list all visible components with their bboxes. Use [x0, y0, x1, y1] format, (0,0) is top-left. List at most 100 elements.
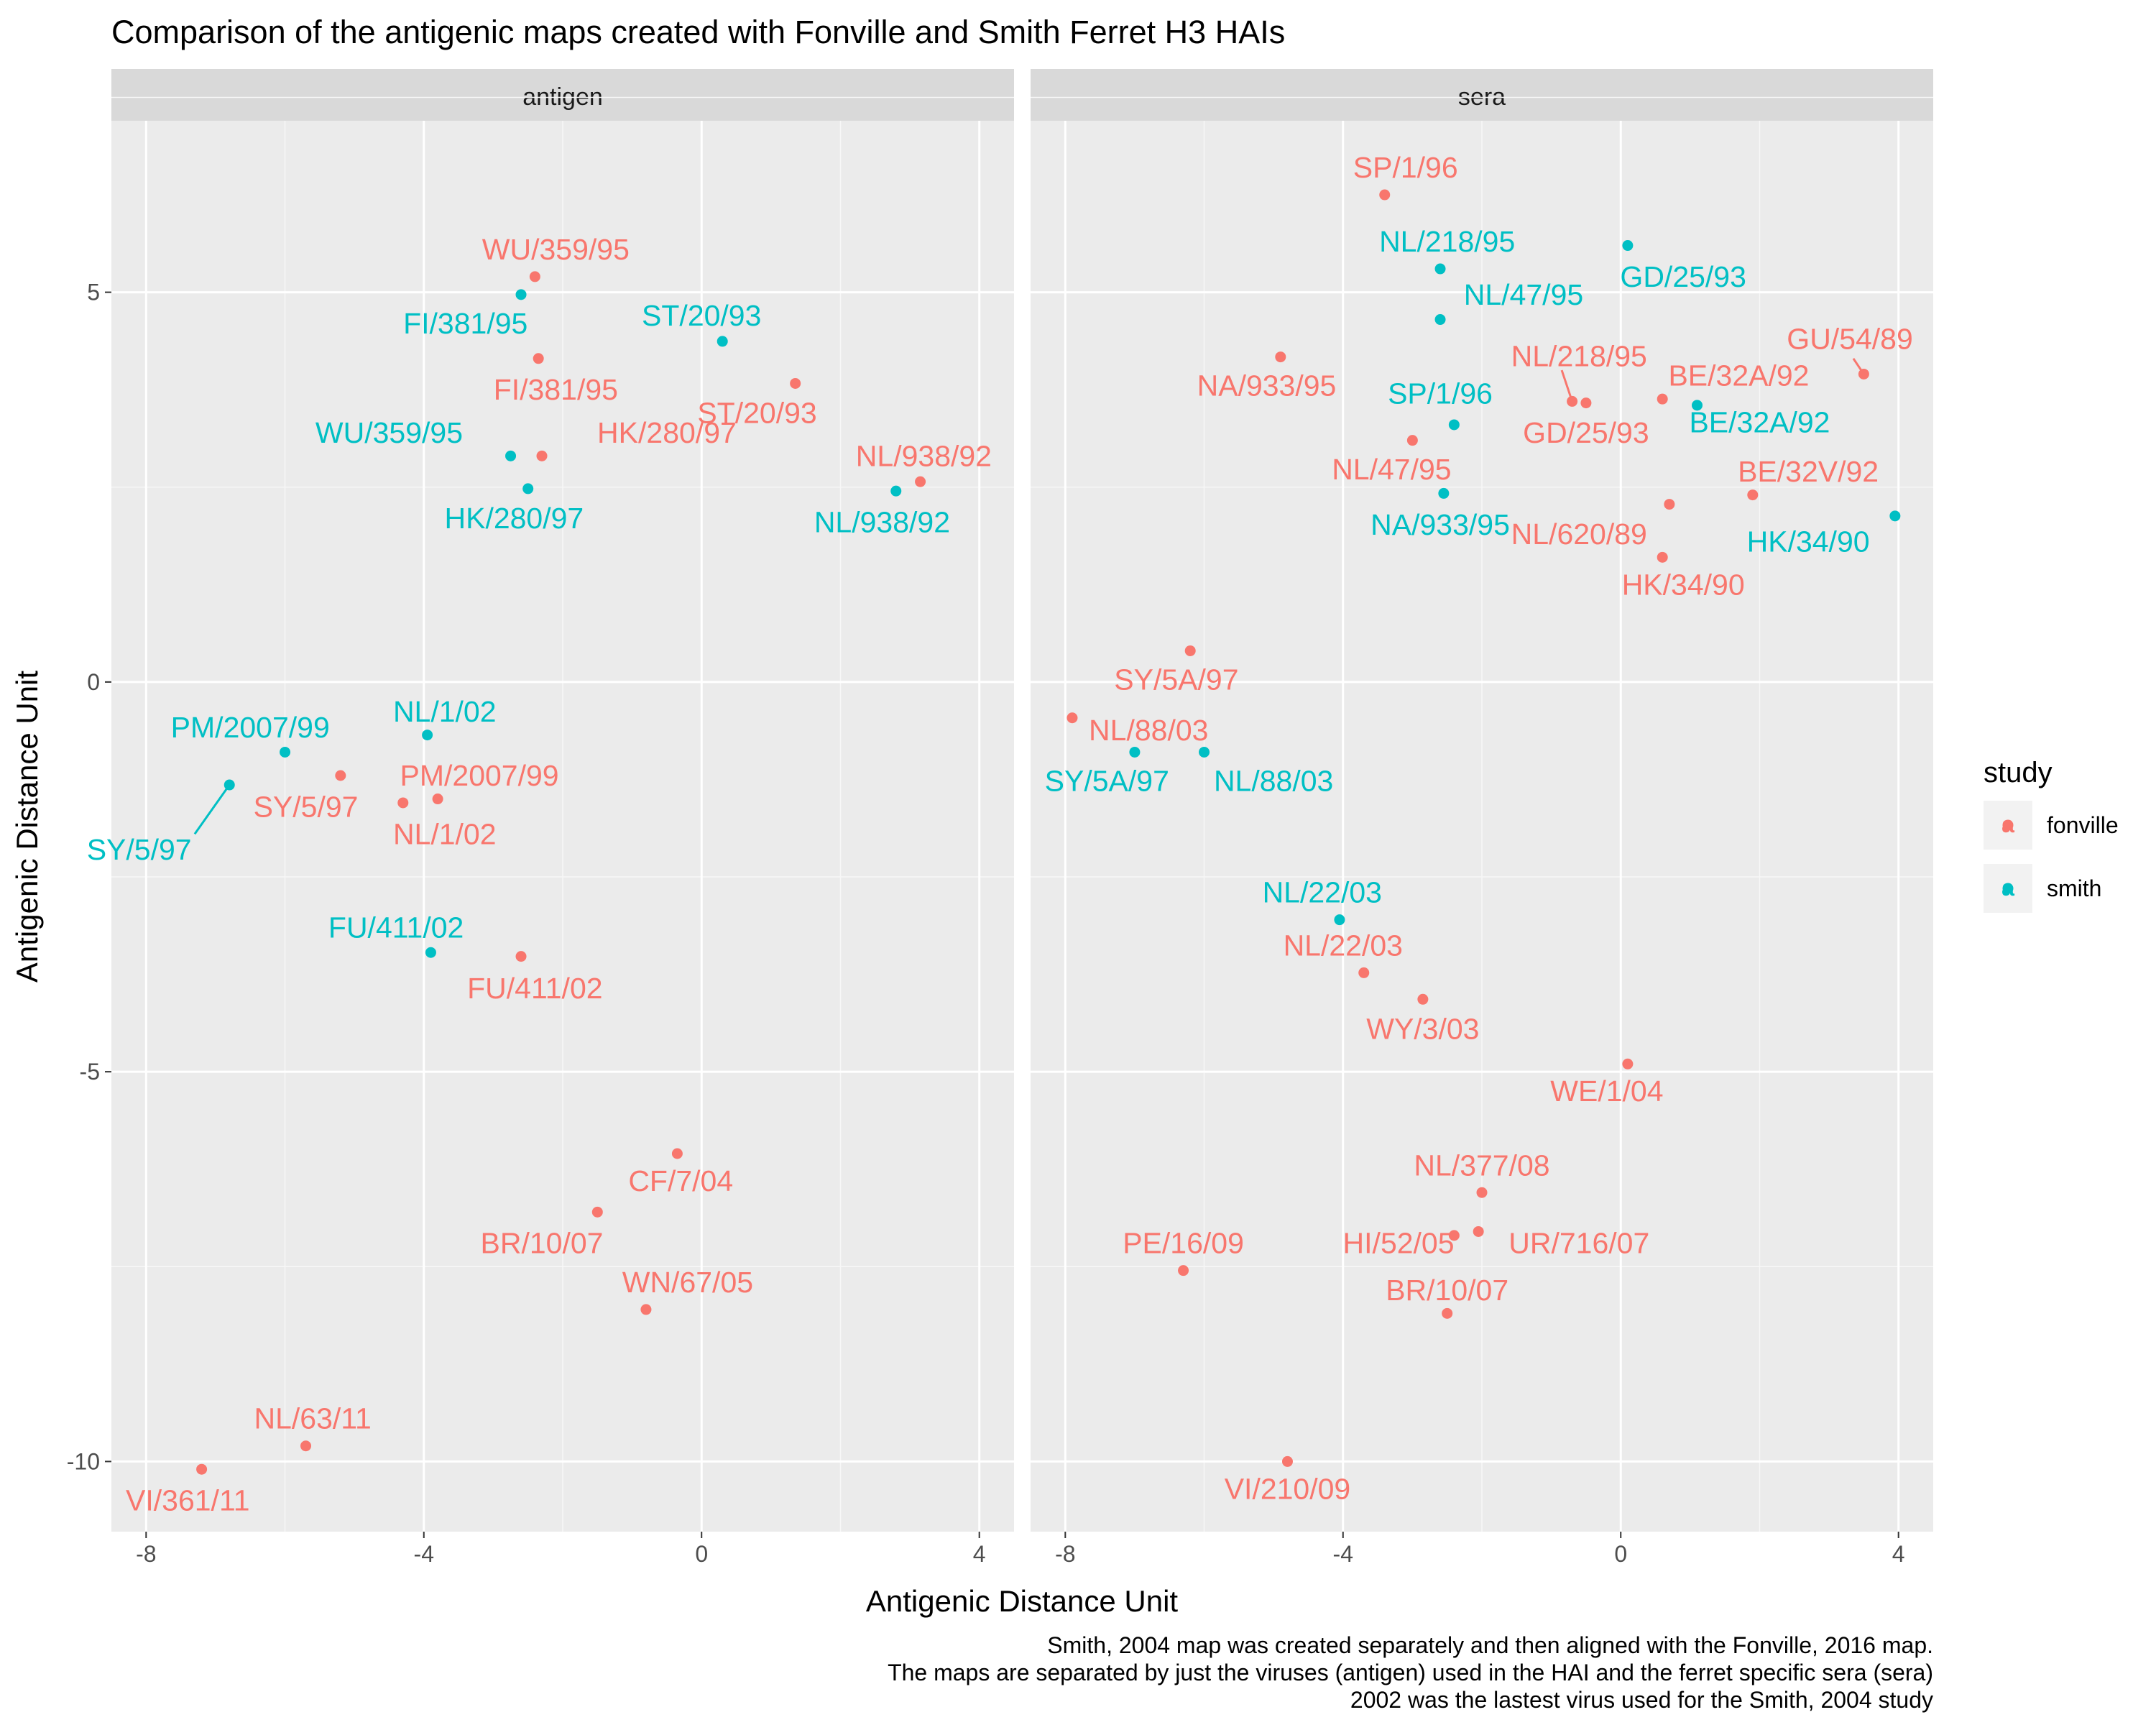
point-label: WU/359/95 [315, 416, 463, 449]
data-point [1664, 499, 1675, 510]
x-tick-label: 4 [1892, 1541, 1905, 1567]
data-point [1622, 1058, 1634, 1070]
data-point [1448, 1230, 1460, 1241]
point-label: VI/361/11 [126, 1484, 250, 1517]
data-point [1434, 263, 1446, 275]
data-point [335, 770, 346, 781]
caption: Smith, 2004 map was created separately a… [888, 1632, 1933, 1713]
point-label: PE/16/09 [1123, 1227, 1244, 1260]
x-axis-title: Antigenic Distance Unit [866, 1584, 1179, 1618]
point-label: NL/938/92 [856, 439, 992, 472]
data-point [1448, 419, 1460, 431]
point-label: GD/25/93 [1523, 416, 1649, 449]
point-label: NL/218/95 [1379, 225, 1515, 258]
data-point [1580, 397, 1592, 409]
data-point [522, 483, 534, 494]
data-point [671, 1148, 683, 1159]
x-tick-label: -4 [1333, 1541, 1353, 1567]
data-point [591, 1206, 603, 1218]
point-label: SY/5/97 [254, 790, 359, 823]
y-tick-label: -5 [80, 1059, 100, 1085]
data-point [1406, 435, 1418, 446]
point-label: GU/54/89 [1787, 323, 1913, 356]
legend-glyph-fonville: a [2001, 811, 2014, 837]
data-point [1442, 1307, 1453, 1319]
panel-sera: sera SP/1/96GD/25/93NL/218/95NL/47/95NA/… [1031, 69, 1933, 1532]
point-label: NL/88/03 [1089, 714, 1208, 747]
data-point [505, 450, 517, 461]
data-point [280, 746, 291, 758]
point-label: BE/32A/92 [1668, 359, 1809, 392]
point-label: NL/47/95 [1464, 278, 1583, 311]
points-sera: SP/1/96 GD/25/93 NL/218/95 NL/47/95 NA/933/9… [1045, 151, 1913, 1505]
point-label: SP/1/96 [1388, 377, 1493, 410]
point-label: NL/218/95 [1511, 340, 1647, 373]
strip-antigen [111, 69, 1014, 121]
point-label: NL/620/89 [1511, 518, 1647, 551]
x-tick-label: -8 [1055, 1541, 1075, 1567]
point-label: VI/210/09 [1225, 1472, 1351, 1505]
x-tick-label: 0 [1614, 1541, 1627, 1567]
data-point [515, 289, 527, 300]
strip-sera [1031, 69, 1933, 121]
point-label: SY/5A/97 [1045, 765, 1169, 798]
x-tick-label: 4 [973, 1541, 986, 1567]
data-point [1358, 967, 1370, 978]
data-point [1129, 746, 1141, 758]
point-label: WE/1/04 [1550, 1075, 1663, 1108]
legend: study a fonville a smith [1984, 757, 2119, 913]
point-label: HK/34/90 [1622, 568, 1745, 601]
point-label: SY/5A/97 [1114, 663, 1238, 696]
data-point [1747, 489, 1759, 501]
legend-point-smith [2002, 883, 2014, 894]
point-label: NL/938/92 [814, 506, 950, 539]
data-point [1438, 487, 1450, 499]
caption-line-2: The maps are separated by just the virus… [888, 1660, 1933, 1685]
x-tick-label: -4 [414, 1541, 434, 1567]
data-point [422, 730, 433, 741]
point-label: FU/411/02 [328, 911, 464, 944]
point-label: WU/359/95 [482, 233, 630, 266]
point-label: SY/5/97 [87, 833, 192, 866]
caption-line-1: Smith, 2004 map was created separately a… [1047, 1632, 1933, 1658]
x-tick-label: 0 [695, 1541, 708, 1567]
data-point [1657, 551, 1668, 563]
y-tick-label: -10 [67, 1448, 100, 1474]
data-point [1434, 314, 1446, 326]
point-label: GD/25/93 [1620, 260, 1746, 293]
data-point [640, 1304, 652, 1315]
data-point [1657, 393, 1668, 405]
point-label: NL/22/03 [1284, 929, 1403, 962]
y-tick-label: 0 [87, 669, 100, 695]
point-label: PM/2007/99 [400, 759, 559, 792]
label-leader-line [1560, 369, 1574, 402]
point-label: NL/22/03 [1263, 876, 1382, 909]
point-label: NL/377/08 [1414, 1149, 1549, 1182]
data-point [536, 450, 548, 461]
caption-line-3: 2002 was the lastest virus used for the … [1350, 1687, 1933, 1713]
points-antigen: WU/359/95 FI/381/95 ST/20/93 FI/381/95 ST/20… [87, 233, 992, 1517]
point-label: ST/20/93 [642, 299, 761, 332]
data-point [1184, 645, 1196, 656]
point-label: NA/933/95 [1370, 508, 1510, 541]
point-label: FU/411/02 [467, 972, 602, 1005]
point-label: NA/933/95 [1197, 369, 1337, 402]
point-label: NL/88/03 [1214, 765, 1333, 798]
data-point [1067, 712, 1078, 724]
data-point [1473, 1225, 1484, 1237]
point-label: CF/7/04 [628, 1164, 733, 1197]
point-label: BE/32V/92 [1738, 455, 1879, 488]
legend-glyph-smith: a [2001, 875, 2014, 901]
legend-items: a fonville a smith [1984, 801, 2119, 913]
point-label: NL/47/95 [1332, 453, 1451, 486]
data-point [1379, 189, 1391, 201]
point-label: HI/52/05 [1343, 1227, 1455, 1260]
point-label: SP/1/96 [1353, 151, 1458, 184]
point-label: WN/67/05 [622, 1266, 753, 1299]
point-label: BR/10/07 [1386, 1274, 1508, 1307]
data-point [1178, 1265, 1189, 1276]
data-point [1889, 510, 1901, 522]
point-label: UR/716/07 [1508, 1227, 1649, 1260]
